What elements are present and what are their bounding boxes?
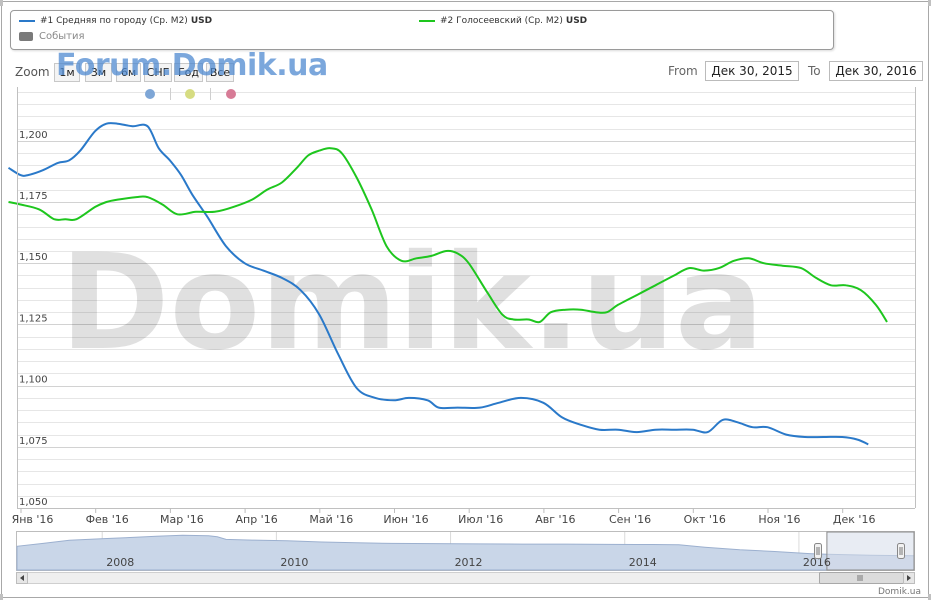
from-date-input[interactable]: Дек 30, 2015 <box>705 61 799 81</box>
x-tick-label: Сен '16 <box>609 513 651 526</box>
series-line-1[interactable] <box>7 122 869 446</box>
x-axis-ticks: Янв '16 Фев '16 Мар '16 Апр '16 Май '16 Июн '… <box>12 508 876 526</box>
zoom-ytd-button[interactable]: СНГ <box>144 63 172 82</box>
zoom-6m-button[interactable]: 6м <box>116 63 141 82</box>
zoom-year-button[interactable]: Год <box>174 63 203 82</box>
to-date-input[interactable]: Дек 30, 2016 <box>829 61 923 81</box>
navigator[interactable]: 2008 2010 2012 2014 2016 <box>16 531 915 571</box>
y-tick-label: 1,125 <box>19 313 48 324</box>
corner-mark <box>928 594 931 600</box>
event-marker[interactable] <box>226 89 236 99</box>
scrollbar[interactable] <box>16 572 915 584</box>
legend-series1-unit: USD <box>190 16 213 26</box>
series1-swatch <box>19 20 35 22</box>
to-label: To <box>808 64 821 78</box>
from-label: From <box>668 64 698 78</box>
legend-item-events[interactable]: События <box>19 31 85 42</box>
y-tick-label: 1,075 <box>19 436 48 447</box>
x-tick-label: Авг '16 <box>535 513 575 526</box>
y-tick-label: 1,050 <box>19 497 48 508</box>
zoom-1m-button[interactable]: 1м <box>54 63 80 82</box>
x-tick-label: Дек '16 <box>833 513 876 526</box>
x-tick-label: Ноя '16 <box>758 513 800 526</box>
legend-series1-label: #1 Средняя по городу (Ср. М2) <box>40 16 188 26</box>
legend-series2-unit: USD <box>565 16 588 26</box>
navigator-handle-right[interactable] <box>897 543 905 559</box>
zoom-all-button[interactable]: Все <box>206 63 234 82</box>
corner-mark <box>0 594 3 600</box>
x-tick-label: Янв '16 <box>12 513 54 526</box>
x-tick-label: Апр '16 <box>235 513 277 526</box>
series-line-2[interactable] <box>8 147 888 324</box>
navigator-area <box>16 534 915 571</box>
corner-mark <box>0 0 3 6</box>
navigator-year-labels: 2008 2010 2012 2014 2016 <box>106 556 831 569</box>
zoom-label: Zoom <box>15 65 50 79</box>
navigator-year-label: 2016 <box>803 556 831 569</box>
zoom-3m-button[interactable]: 3м <box>85 63 112 82</box>
navigator-year-label: 2008 <box>106 556 134 569</box>
series-lines <box>7 122 888 446</box>
y-tick-label: 1,100 <box>19 375 48 386</box>
x-tick-label: Май '16 <box>309 513 353 526</box>
event-markers <box>145 88 236 100</box>
x-tick-label: Мар '16 <box>160 513 204 526</box>
x-tick-label: Фев '16 <box>86 513 129 526</box>
y-tick-label: 1,200 <box>19 130 48 141</box>
arrow-left-icon <box>20 575 24 581</box>
arrow-right-icon <box>907 575 911 581</box>
navigator-year-label: 2010 <box>280 556 308 569</box>
legend-item-series1[interactable]: #1 Средняя по городу (Ср. М2) USD <box>19 16 212 26</box>
gridlines <box>17 92 915 497</box>
y-tick-label: 1,150 <box>19 252 48 263</box>
y-axis-ticks: 1,050 1,075 1,100 1,125 1,150 1,175 1,200 <box>19 130 48 508</box>
navigator-handle-left[interactable] <box>814 543 822 559</box>
series2-swatch <box>419 20 435 22</box>
event-marker[interactable] <box>185 89 195 99</box>
x-tick-label: Июл '16 <box>458 513 503 526</box>
corner-mark <box>928 0 931 6</box>
legend: #1 Средняя по городу (Ср. М2) USD #2 Гол… <box>10 10 834 50</box>
y-tick-label: 1,175 <box>19 191 48 202</box>
events-swatch <box>19 32 33 41</box>
x-tick-label: Окт '16 <box>684 513 726 526</box>
navigator-year-label: 2014 <box>629 556 657 569</box>
credit-link[interactable]: Domik.ua <box>878 587 921 597</box>
legend-events-label: События <box>39 31 85 42</box>
x-tick-label: Июн '16 <box>383 513 428 526</box>
domik-watermark: Domik.ua <box>60 226 764 380</box>
event-marker[interactable] <box>145 89 155 99</box>
legend-item-series2[interactable]: #2 Голосеевский (Ср. М2) USD <box>419 16 587 26</box>
legend-series2-label: #2 Голосеевский (Ср. М2) <box>440 16 563 26</box>
navigator-year-label: 2012 <box>455 556 483 569</box>
scrollbar-track[interactable] <box>16 572 915 584</box>
